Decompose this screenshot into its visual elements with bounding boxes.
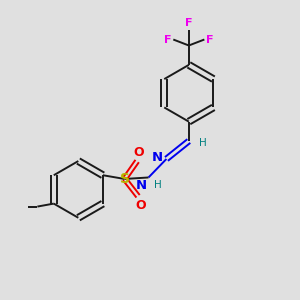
Text: O: O	[136, 199, 146, 212]
Text: H: H	[154, 180, 162, 190]
Text: S: S	[120, 172, 130, 186]
Text: N: N	[136, 179, 147, 192]
Text: O: O	[133, 146, 144, 159]
Text: N: N	[152, 151, 163, 164]
Text: H: H	[199, 137, 207, 148]
Text: F: F	[164, 34, 172, 44]
Text: F: F	[185, 19, 193, 28]
Text: F: F	[206, 34, 213, 44]
